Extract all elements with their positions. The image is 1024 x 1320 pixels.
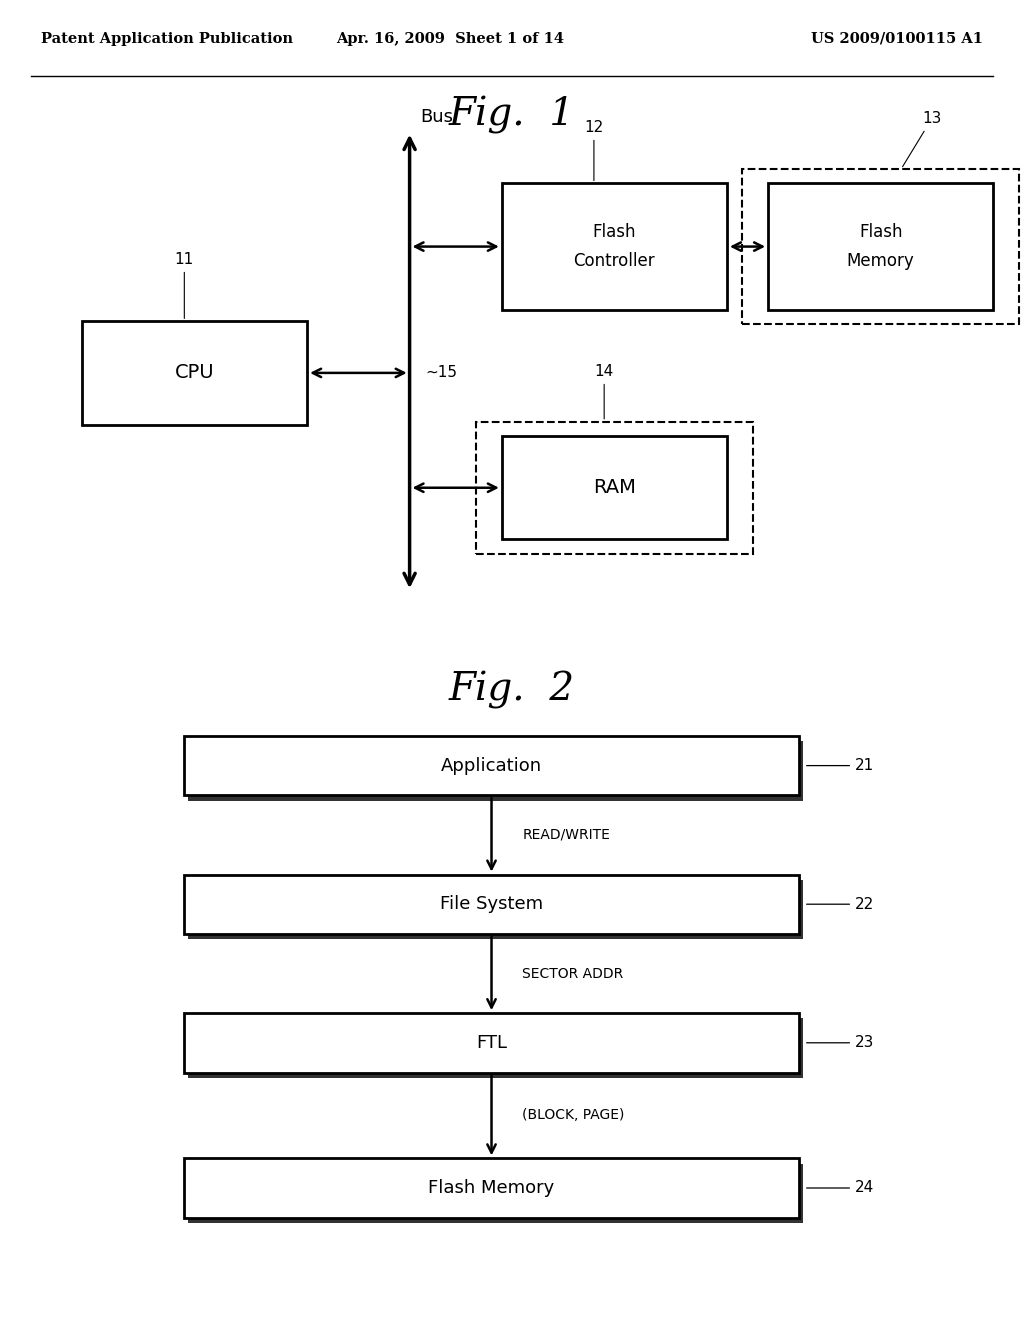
Text: Fig.  2: Fig. 2: [449, 671, 575, 709]
Text: 11: 11: [175, 252, 194, 318]
Text: READ/WRITE: READ/WRITE: [522, 828, 610, 842]
Text: SECTOR ADDR: SECTOR ADDR: [522, 966, 624, 981]
Text: (BLOCK, PAGE): (BLOCK, PAGE): [522, 1109, 625, 1122]
Text: Flash Memory: Flash Memory: [428, 1179, 555, 1197]
Text: 13: 13: [902, 111, 941, 166]
Text: Application: Application: [441, 756, 542, 775]
Bar: [188, 1164, 803, 1222]
Text: Bus: Bus: [420, 108, 453, 125]
Bar: [82, 321, 307, 425]
Text: Apr. 16, 2009  Sheet 1 of 14: Apr. 16, 2009 Sheet 1 of 14: [337, 32, 564, 46]
Text: 14: 14: [595, 364, 613, 418]
Text: 24: 24: [807, 1180, 874, 1196]
Bar: [768, 183, 993, 310]
Bar: [188, 1019, 803, 1077]
Text: US 2009/0100115 A1: US 2009/0100115 A1: [811, 32, 983, 46]
Text: CPU: CPU: [175, 363, 214, 383]
Text: Patent Application Publication: Patent Application Publication: [41, 32, 293, 46]
Text: 22: 22: [807, 896, 874, 912]
Text: Flash
Memory: Flash Memory: [847, 223, 914, 271]
Bar: [502, 183, 727, 310]
Text: Fig.  1: Fig. 1: [449, 95, 575, 133]
Bar: [184, 875, 799, 935]
Text: 23: 23: [807, 1035, 874, 1051]
Bar: [476, 421, 753, 554]
Bar: [184, 737, 799, 795]
Bar: [184, 1159, 799, 1217]
Text: RAM: RAM: [593, 478, 636, 498]
Bar: [188, 880, 803, 940]
Bar: [188, 742, 803, 800]
Text: FTL: FTL: [476, 1034, 507, 1052]
Bar: [502, 436, 727, 540]
Text: 21: 21: [807, 758, 874, 774]
Text: Flash
Controller: Flash Controller: [573, 223, 655, 271]
Text: 12: 12: [585, 120, 603, 181]
Bar: [184, 1014, 799, 1072]
Bar: [742, 169, 1019, 325]
Text: ~15: ~15: [425, 366, 457, 380]
Text: File System: File System: [440, 895, 543, 913]
